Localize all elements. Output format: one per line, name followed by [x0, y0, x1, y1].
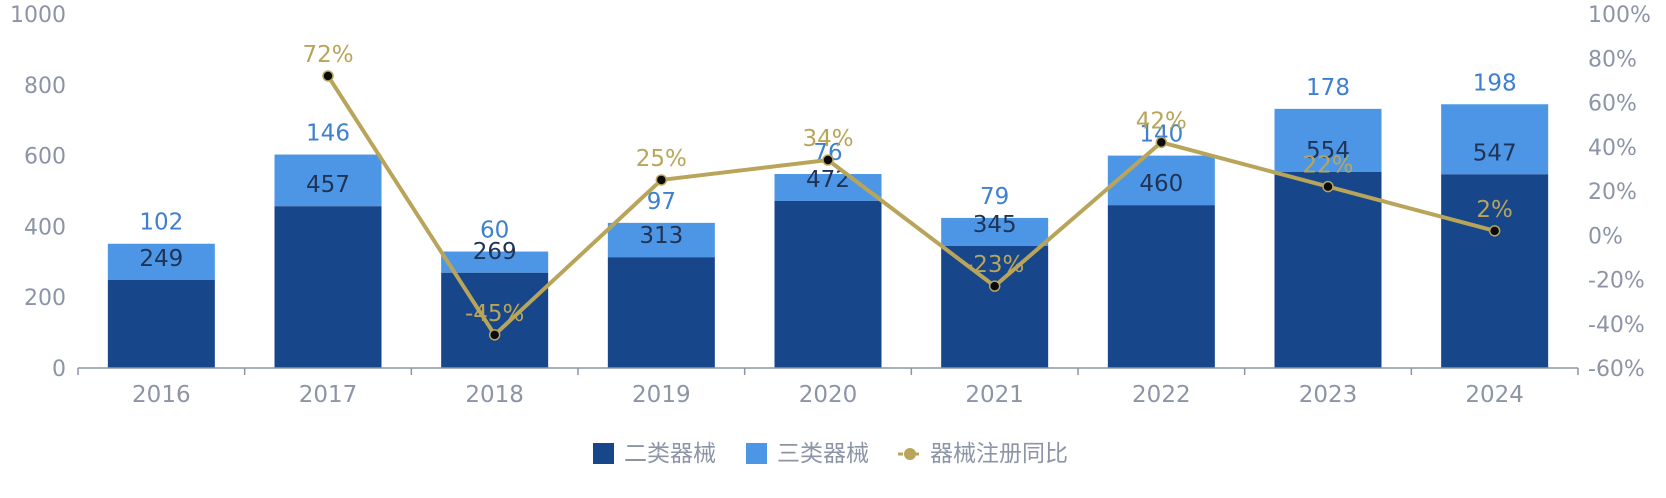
x-tick-label-2019: 2019 [632, 382, 691, 408]
legend: 二类器械 三类器械 器械注册同比 [593, 441, 1068, 467]
x-axis: 2016 2017 2018 2019 2020 2021 2022 2023 2024 [77, 368, 1579, 408]
x-tick-label-2024: 2024 [1465, 382, 1524, 408]
bar-class2-2022 [1107, 205, 1215, 368]
y-right-tick-label: -40% [1588, 313, 1645, 338]
data-label-class2-2017: 457 [306, 172, 350, 198]
bar-class3-2024 [1441, 104, 1549, 175]
data-label-class2-2022: 460 [1139, 171, 1183, 197]
y-left-tick-label: 800 [24, 74, 66, 99]
y-left-tick-label: 600 [24, 145, 66, 170]
yoy-point-2023 [1322, 180, 1334, 193]
y-right-tick-label: 20% [1588, 180, 1637, 205]
bar-class2-2018 [441, 272, 549, 368]
y-right-tick-label: 40% [1588, 136, 1637, 161]
data-label-class2-2019: 313 [639, 223, 683, 249]
y-left-tick-label: 0 [52, 357, 66, 382]
bar-class2-2021 [941, 245, 1049, 368]
yoy-point-2021 [988, 280, 1001, 292]
data-label-class3-2016: 102 [139, 210, 183, 236]
bar-class3-2018 [441, 251, 549, 273]
yoy-point-2018 [488, 329, 501, 341]
data-label-class3-2024: 198 [1473, 70, 1517, 96]
bar-class2-2023 [1274, 171, 1382, 368]
left-axis: 1000 800 600 400 200 0 [10, 3, 66, 382]
yoy-label-2022: 42% [1136, 108, 1187, 134]
x-tick-label-2017: 2017 [299, 382, 358, 408]
legend-label-class2: 二类器械 [624, 441, 716, 467]
x-tick-label-2023: 2023 [1299, 382, 1358, 408]
bar-class3-2016 [107, 243, 215, 280]
y-right-tick-label: 100% [1588, 3, 1651, 28]
x-tick-label-2020: 2020 [799, 382, 858, 408]
y-right-tick-label: -20% [1588, 269, 1645, 294]
x-tick-label-2022: 2022 [1132, 382, 1191, 408]
bar-class2-2024 [1441, 174, 1549, 368]
yoy-label-2024: 2% [1476, 197, 1513, 223]
y-right-tick-label: 0% [1588, 224, 1623, 249]
x-tick-label-2021: 2021 [965, 382, 1024, 408]
bar-class2-2016 [107, 279, 215, 368]
y-right-tick-label: 60% [1588, 92, 1637, 117]
data-label-class3-2019: 97 [647, 189, 676, 215]
bar-class3-2022 [1107, 155, 1215, 206]
bar-class3-2021 [941, 217, 1049, 246]
y-left-tick-label: 1000 [10, 3, 66, 28]
bar-class3-2019 [607, 222, 715, 258]
data-label-class2-2021: 345 [973, 212, 1017, 238]
yoy-label-2021: -23% [965, 252, 1024, 278]
yoy-point-2017 [322, 70, 334, 82]
data-label-class3-2021: 79 [980, 184, 1009, 210]
yoy-point-2020 [822, 154, 834, 166]
yoy-label-2019: 25% [636, 146, 687, 172]
data-label-class2-2023: 554 [1306, 138, 1350, 164]
legend-swatch-class3 [746, 443, 767, 464]
bar-class2-2017 [274, 206, 382, 368]
yoy-point-2024 [1488, 225, 1501, 237]
yoy-label-2018: -45% [465, 301, 524, 327]
yoy-label-2020: 34% [802, 126, 853, 152]
y-right-tick-label: -60% [1588, 357, 1645, 382]
yoy-point-2022 [1155, 136, 1168, 149]
bar-class2-2020 [774, 200, 882, 368]
data-label-class3-2017: 146 [306, 121, 350, 147]
legend-line-marker [904, 448, 916, 460]
bar-class3-2017 [274, 154, 382, 207]
x-tick-label-2016: 2016 [132, 382, 191, 408]
yoy-point-2019 [655, 174, 668, 186]
yoy-label-2023: 22% [1302, 153, 1353, 179]
legend-swatch-class2 [593, 443, 614, 464]
x-tick-label-2018: 2018 [465, 382, 524, 408]
yoy-line [326, 74, 1496, 337]
y-left-tick-label: 400 [24, 215, 66, 240]
right-axis: 100% 80% 60% 40% 20% 0% -20% -40% -60% [1588, 3, 1651, 382]
y-right-tick-label: 80% [1588, 47, 1637, 72]
data-label-class2-2018: 269 [473, 239, 517, 265]
data-label-class2-2016: 249 [139, 246, 183, 272]
y-left-tick-label: 200 [24, 286, 66, 311]
bar-class2-2019 [607, 257, 715, 368]
legend-label-class3: 三类器械 [777, 441, 869, 467]
data-label-class3-2018: 60 [480, 218, 509, 244]
data-label-class2-2024: 547 [1473, 140, 1517, 166]
bar-class3-2023 [1274, 108, 1382, 172]
legend-label-yoy: 器械注册同比 [930, 441, 1068, 467]
yoy-label-2017: 72% [302, 42, 353, 68]
line-series: 72% -45% 25% 34% -23% 42% 22% 2% [302, 42, 1513, 341]
data-label-class3-2023: 178 [1306, 75, 1350, 101]
